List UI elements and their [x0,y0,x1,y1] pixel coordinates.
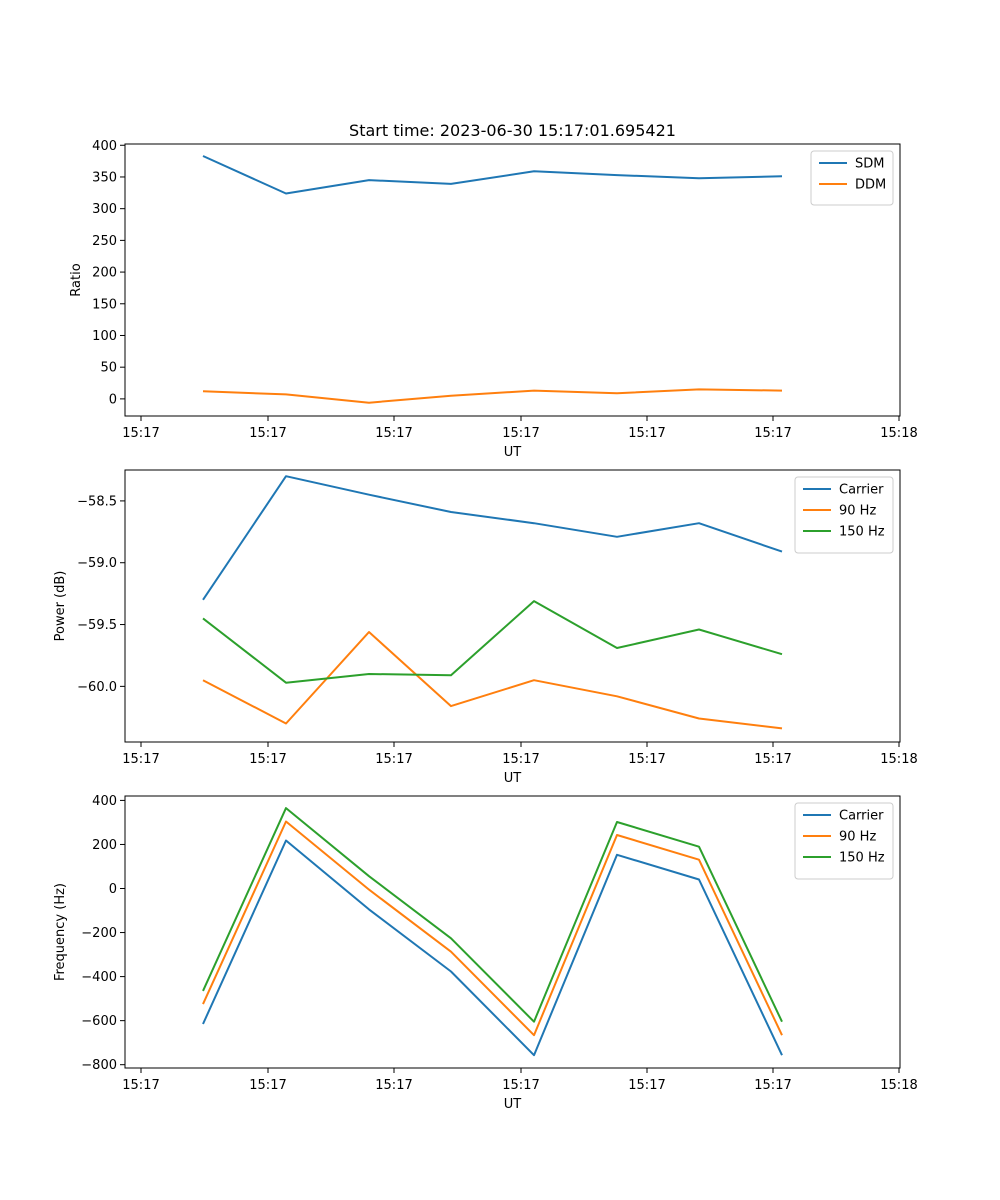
series-line-150-hz [202,807,783,1023]
legend: Carrier 90 Hz 150 Hz [794,476,894,554]
legend-label: Carrier [839,809,884,824]
y-tick-label: 300 [92,202,117,217]
x-axis-label: UT [504,445,522,460]
y-tick-label: −58.5 [77,494,117,509]
series-line-90-hz [202,820,783,1037]
y-tick-label: 0 [109,392,117,407]
x-tick-label: 15:17 [122,426,159,441]
y-tick-label: 350 [92,170,117,185]
panel-1: 15:17 15:17 15:17 15:17 15:17 15:17 15:18 400 35… [69,139,918,460]
y-tick-label: −800 [81,1058,117,1073]
series-line-90-hz [202,631,783,730]
y-axis-label: Frequency (Hz) [53,883,68,981]
x-tick-label: 15:17 [502,1078,539,1093]
legend-box [810,150,894,206]
x-tick-label: 15:17 [628,752,665,767]
legend-label: 150 Hz [839,851,885,866]
y-tick-label: 200 [92,266,117,281]
legend-label: Carrier [839,483,884,498]
legend: Carrier 90 Hz 150 Hz [794,802,894,880]
panel-2: 15:17 15:17 15:17 15:17 15:17 15:17 15:18 −58.5… [53,469,918,786]
series-line-carrier [202,839,783,1057]
x-tick-label: 15:18 [880,426,917,441]
x-tick-label: 15:17 [375,752,412,767]
x-tick-label: 15:17 [375,426,412,441]
x-tick-label: 15:17 [122,1078,159,1093]
x-tick-label: 15:17 [122,752,159,767]
legend-label: 90 Hz [839,830,876,845]
y-axis-label: Power (dB) [53,571,68,642]
y-tick-label: 50 [100,361,117,376]
y-tick-label: −59.0 [77,556,117,571]
y-tick-label: −400 [81,970,117,985]
y-axis-label: Ratio [69,263,84,296]
x-tick-label: 15:17 [754,1078,791,1093]
series-line-ddm [202,388,783,404]
x-tick-label: 15:17 [502,752,539,767]
series-line-150-hz [202,600,783,684]
series-line-carrier [202,475,783,601]
x-tick-label: 15:17 [628,426,665,441]
y-tick-label: 200 [92,838,117,853]
panel-3: 15:17 15:17 15:17 15:17 15:17 15:17 15:18 400 20… [53,794,918,1112]
legend-label: SDM [855,157,884,172]
figure-title: Start time: 2023-06-30 15:17:01.695421 [349,121,676,140]
y-tick-label: 400 [92,794,117,809]
x-tick-label: 15:17 [628,1078,665,1093]
legend-box [794,802,894,880]
y-tick-label: 100 [92,329,117,344]
x-axis-label: UT [504,1097,522,1112]
x-tick-label: 15:17 [375,1078,412,1093]
y-tick-label: 0 [109,882,117,897]
legend-box [794,476,894,554]
x-tick-label: 15:17 [502,426,539,441]
x-tick-label: 15:18 [880,752,917,767]
y-tick-label: −59.5 [77,618,117,633]
plot-frame [124,469,901,743]
x-tick-label: 15:17 [249,1078,286,1093]
legend-label: 90 Hz [839,504,876,519]
y-tick-label: 400 [92,139,117,154]
y-tick-label: 150 [92,297,117,312]
x-axis-label: UT [504,771,522,786]
legend-label: DDM [855,178,886,193]
plot-frame [124,143,901,417]
plot-frame [124,795,901,1069]
series-line-sdm [202,155,783,195]
x-tick-label: 15:17 [249,426,286,441]
legend-label: 150 Hz [839,525,885,540]
y-tick-label: −60.0 [77,680,117,695]
x-tick-label: 15:17 [754,752,791,767]
legend: SDM DDM [810,150,894,206]
y-tick-label: −200 [81,926,117,941]
x-tick-label: 15:18 [880,1078,917,1093]
y-tick-label: −600 [81,1014,117,1029]
x-tick-label: 15:17 [249,752,286,767]
y-tick-label: 250 [92,234,117,249]
x-tick-label: 15:17 [754,426,791,441]
